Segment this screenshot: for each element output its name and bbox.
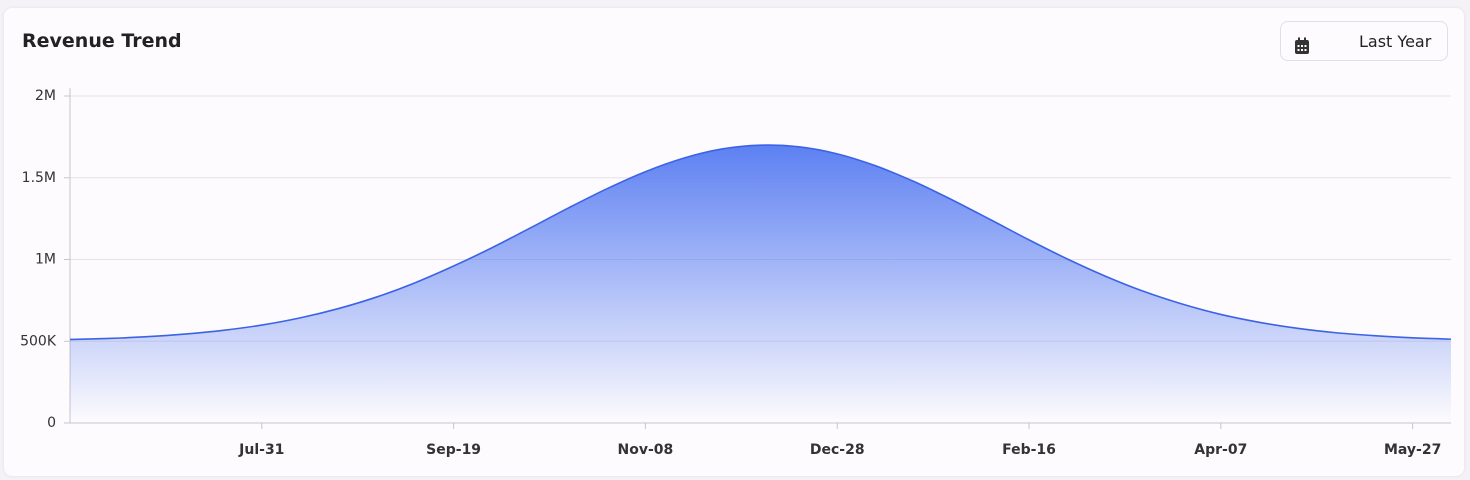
y-tick-label: 1.5M xyxy=(22,170,56,186)
y-tick-label: 0 xyxy=(47,415,56,431)
x-tick-label: Jul-31 xyxy=(238,442,284,458)
x-tick-label: Sep-19 xyxy=(426,442,481,458)
calendar-icon xyxy=(1295,37,1309,54)
x-tick-label: May-27 xyxy=(1384,442,1441,458)
y-tick-label: 2M xyxy=(35,88,56,104)
x-tick-label: Apr-07 xyxy=(1194,442,1247,458)
area-fill xyxy=(70,145,1451,424)
area-line xyxy=(69,144,1452,341)
y-tick-label: 500K xyxy=(20,333,57,349)
x-tick-label: Nov-08 xyxy=(618,442,674,458)
range-label: Last Year xyxy=(1359,32,1432,51)
x-tick-label: Feb-16 xyxy=(1002,442,1056,458)
card-title: Revenue Trend xyxy=(22,30,182,52)
range-selector[interactable]: Last Year xyxy=(1280,21,1448,61)
y-tick-label: 1M xyxy=(35,252,56,268)
x-tick-label: Dec-28 xyxy=(810,442,865,458)
